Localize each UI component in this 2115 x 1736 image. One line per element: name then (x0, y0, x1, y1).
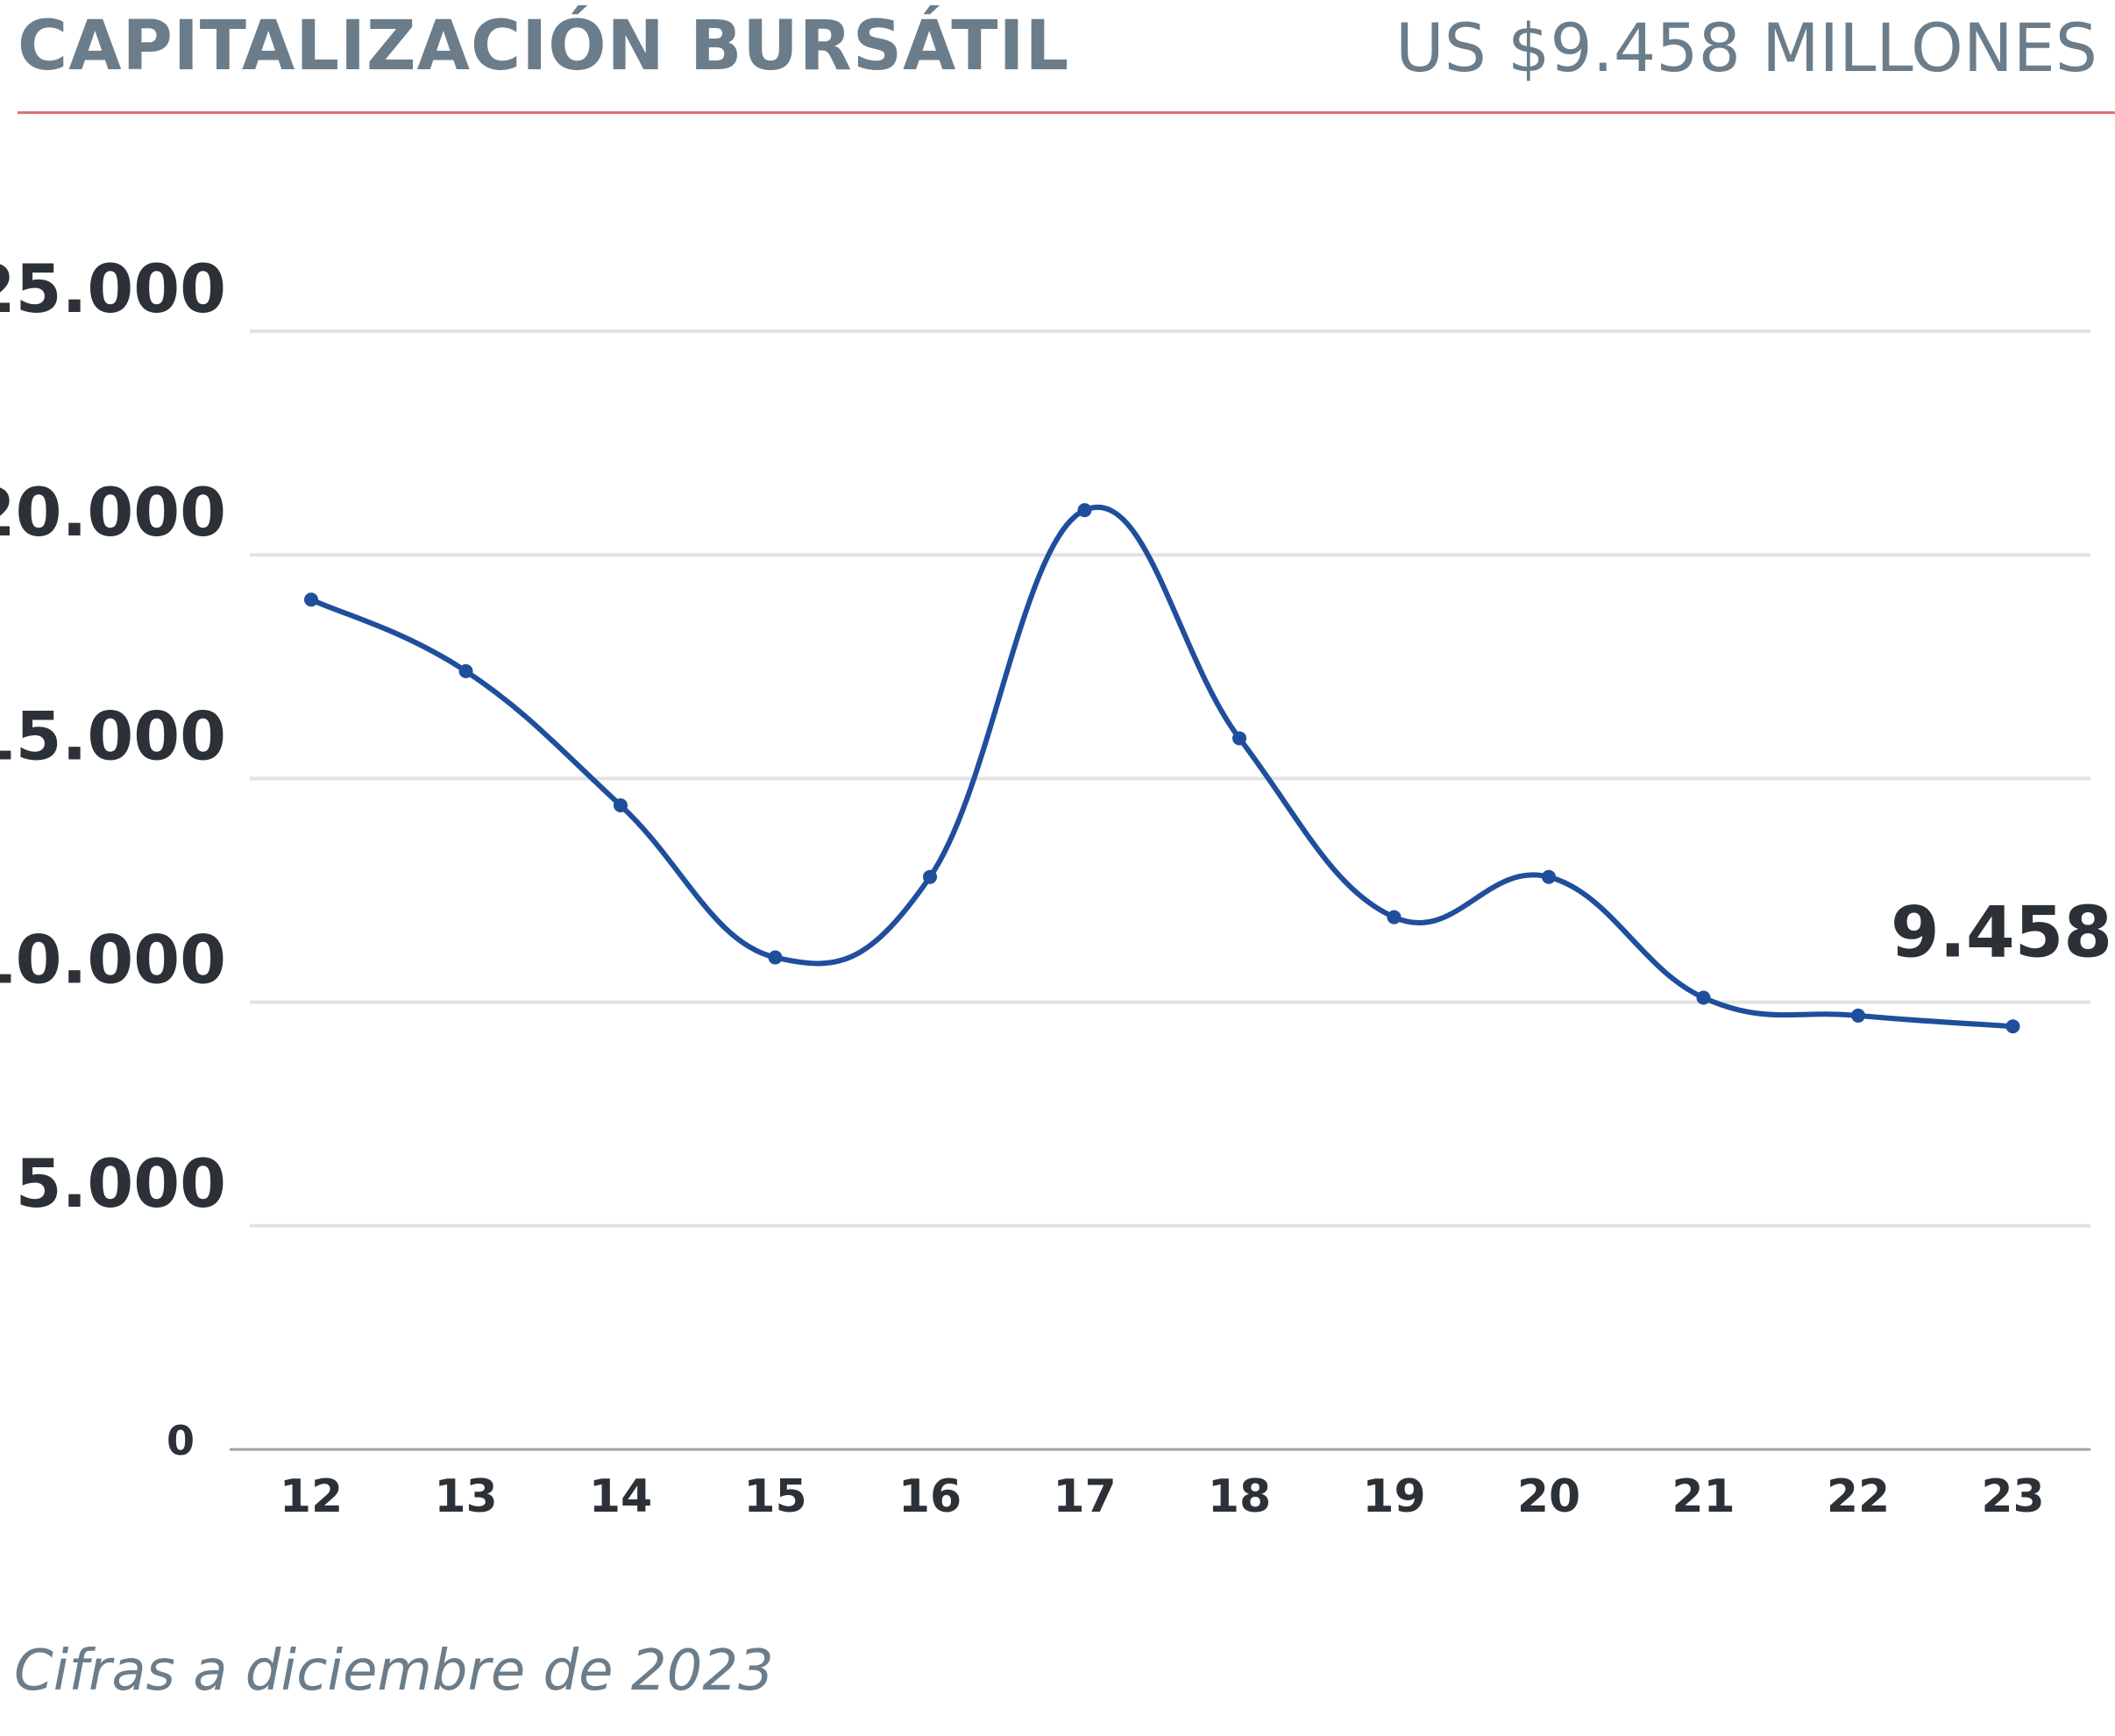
x-tick-label: 16 (898, 1470, 962, 1523)
x-tick-label: 14 (589, 1470, 652, 1523)
data-label: 9.458 (1891, 891, 2112, 973)
data-point (1387, 910, 1402, 925)
y-tick-label: 0 (167, 1417, 195, 1464)
data-point (614, 798, 628, 813)
x-tick-label: 21 (1671, 1470, 1735, 1523)
x-axis-tick-labels: 12 13 14 15 16 17 18 19 20 21 22 23 (280, 1470, 2045, 1523)
data-point (1542, 869, 1556, 884)
annotations: 9.458 (1891, 891, 2112, 973)
y-tick-label: 25.000 (0, 250, 226, 328)
data-point (458, 663, 473, 678)
y-tick-label: 15.000 (0, 697, 226, 775)
data-point (1851, 1008, 1865, 1023)
x-tick-label: 23 (1981, 1470, 2044, 1523)
chart-title: CAPITALIZACIÓN BURSÁTIL (18, 7, 1070, 86)
x-tick-label: 13 (434, 1470, 497, 1523)
y-tick-label: 20.000 (0, 473, 226, 551)
series-line (309, 505, 2016, 1030)
y-tick-label: 5.000 (16, 1144, 226, 1222)
data-point (1077, 503, 1092, 518)
data-point (923, 869, 937, 884)
x-tick-label: 22 (1827, 1470, 1890, 1523)
chart-header: CAPITALIZACIÓN BURSÁTIL US $9.458 MILLON… (0, 0, 2115, 116)
header-divider (18, 111, 2115, 114)
x-tick-label: 20 (1517, 1470, 1580, 1523)
x-tick-label: 17 (1053, 1470, 1116, 1523)
data-point (304, 592, 318, 607)
y-tick-label: 10.000 (0, 921, 226, 999)
x-tick-label: 12 (280, 1470, 343, 1523)
x-tick-label: 18 (1208, 1470, 1271, 1523)
data-point (1232, 731, 1246, 746)
data-point (768, 950, 783, 965)
data-point (1696, 990, 1711, 1005)
chart-subtitle: US $9.458 MILLONES (1395, 9, 2097, 87)
footnote: Cifras a diciembre de 2023 (14, 1639, 774, 1704)
series (304, 503, 2020, 1034)
data-point (2005, 1019, 2020, 1034)
y-axis-tick-labels: 25.000 20.000 15.000 10.000 5.000 0 (0, 250, 226, 1464)
grid-lines (250, 329, 2090, 1228)
x-tick-label: 19 (1362, 1470, 1425, 1523)
x-tick-label: 15 (743, 1470, 806, 1523)
